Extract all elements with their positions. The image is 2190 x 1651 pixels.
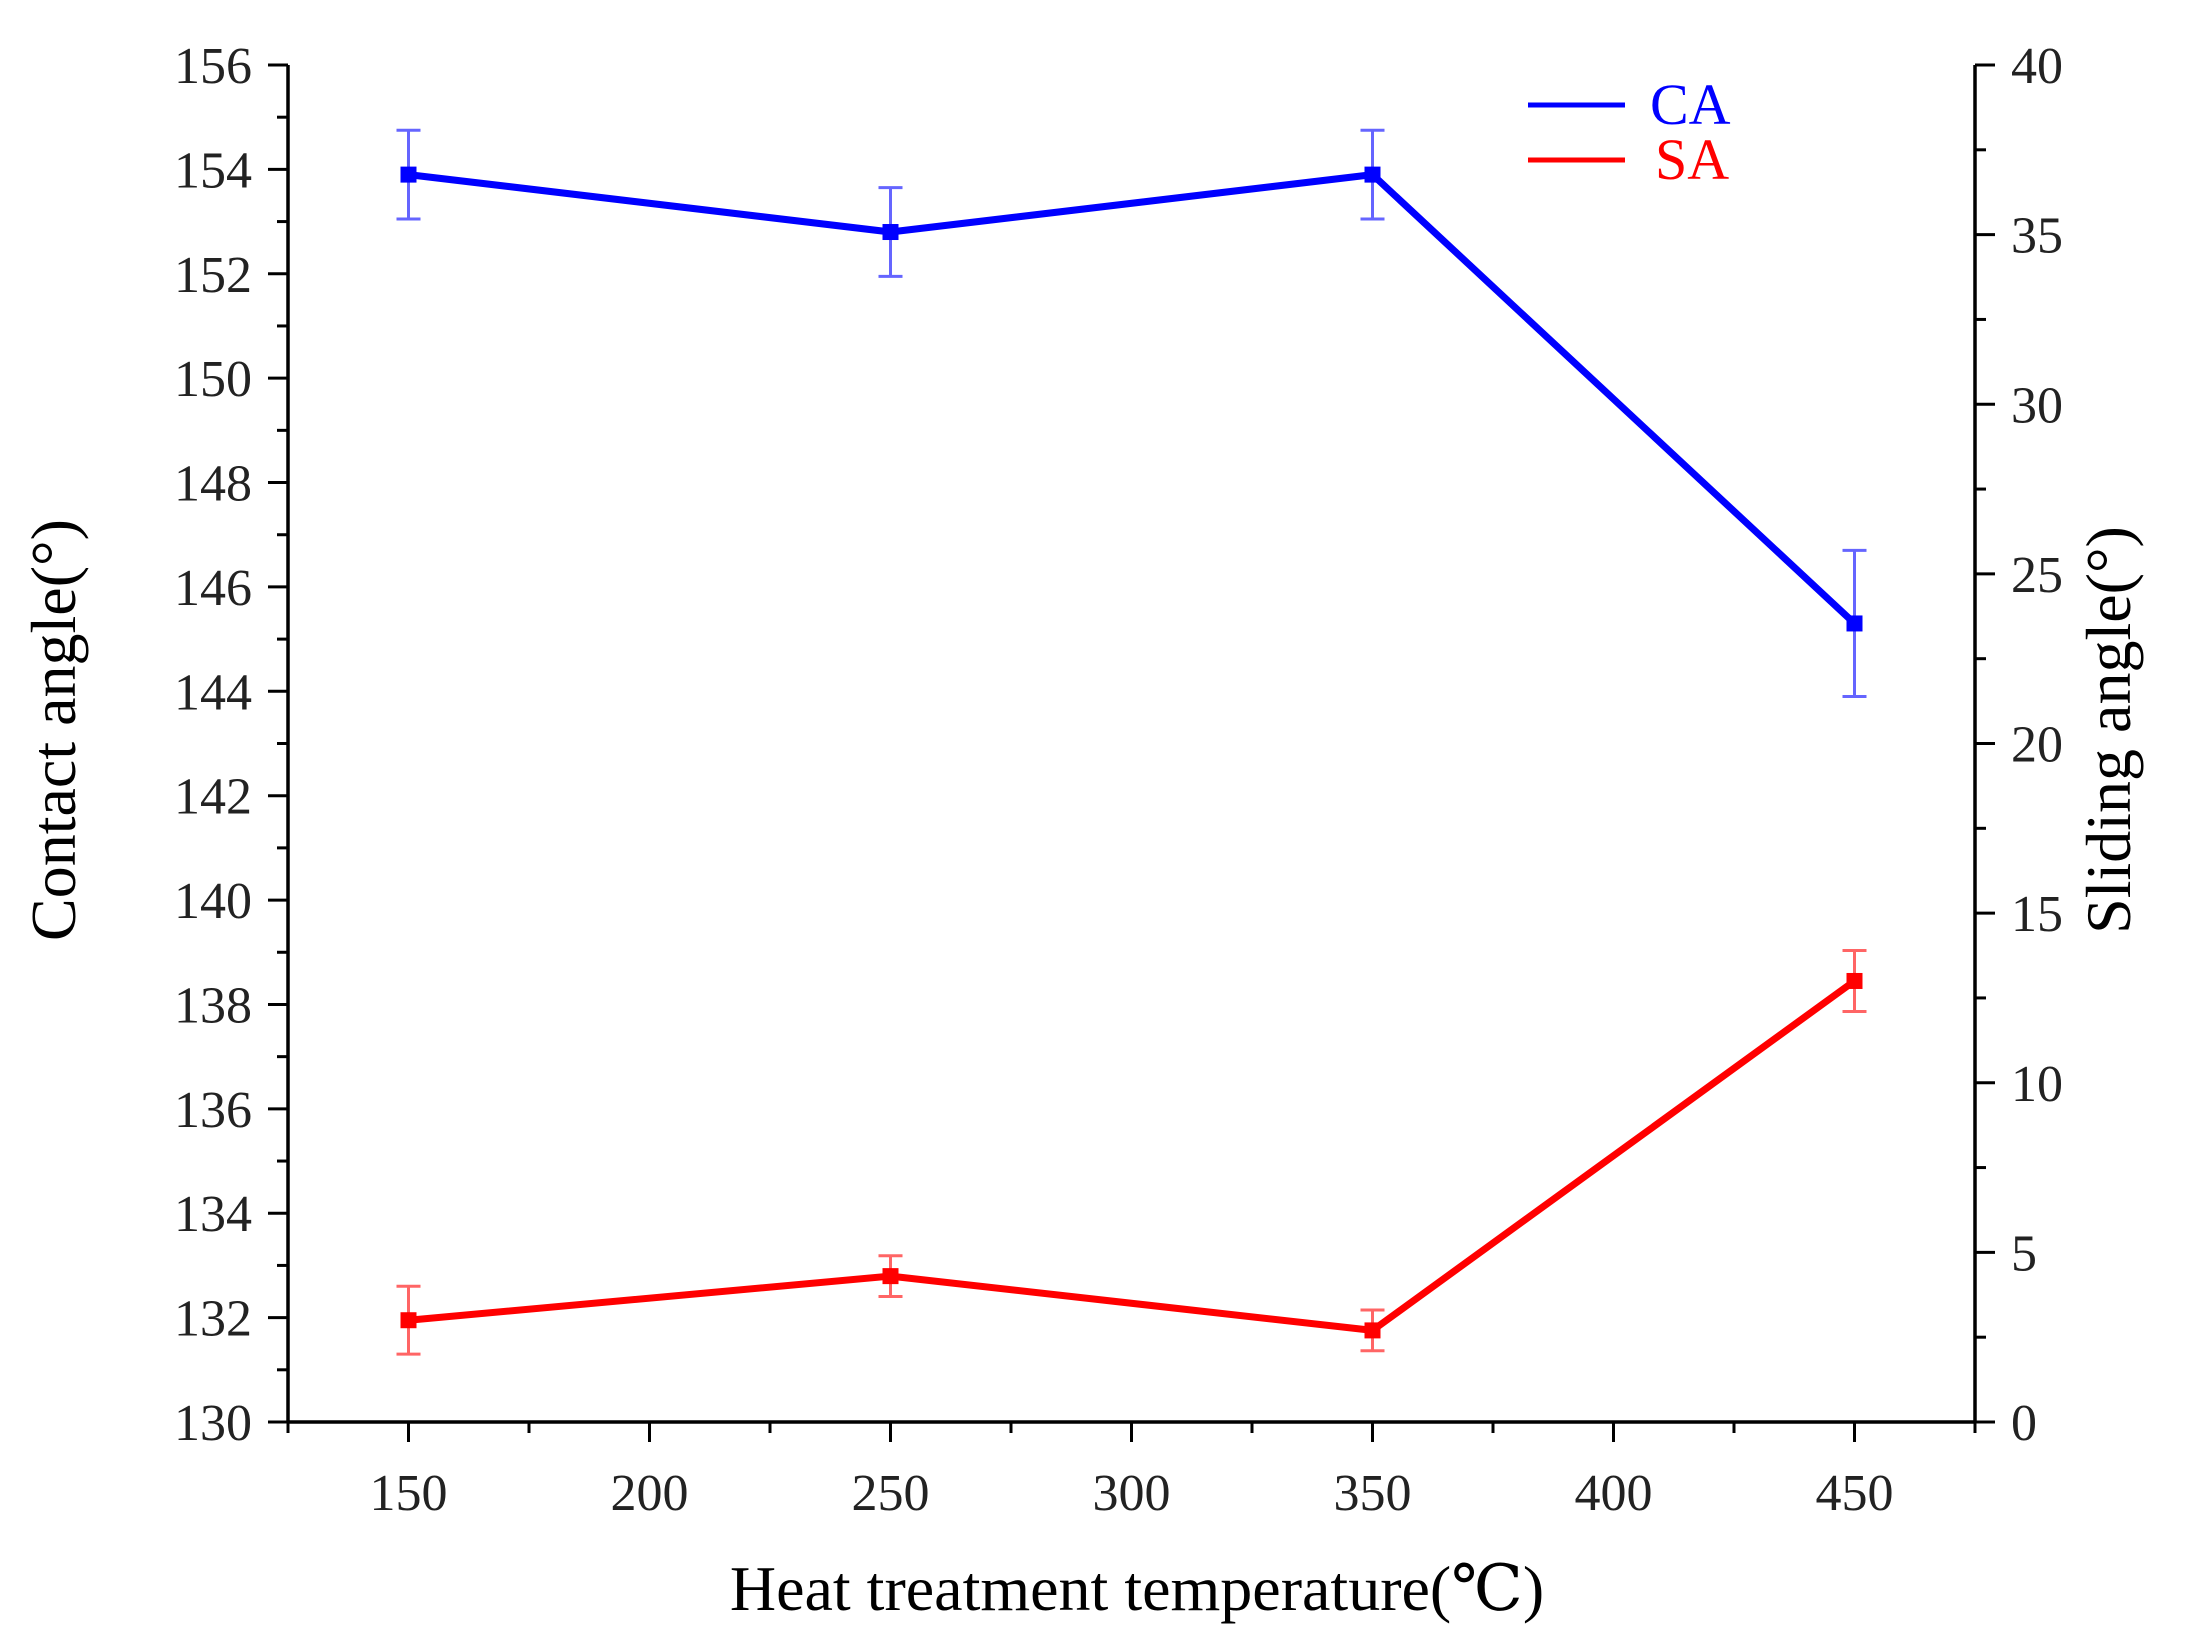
- right-tick-label: 5: [2011, 1225, 2037, 1282]
- data-point-sa: [1846, 972, 1863, 989]
- left-tick-label: 132: [174, 1291, 252, 1348]
- data-point-ca: [1846, 615, 1863, 632]
- series-layer: [396, 128, 1867, 1356]
- right-tick-label: 20: [2011, 717, 2063, 774]
- left-tick-label: 148: [174, 456, 252, 513]
- left-tick-label: 146: [174, 560, 252, 617]
- left-tick-label: 138: [174, 977, 252, 1034]
- series-ca: [396, 128, 1867, 699]
- x-tick-label: 350: [1334, 1465, 1412, 1522]
- left-tick-label: 156: [174, 38, 252, 95]
- series-line-sa: [408, 978, 1857, 1334]
- legend-label-sa: SA: [1655, 127, 1729, 192]
- data-point-ca: [400, 166, 417, 183]
- x-tick-label: 400: [1575, 1465, 1653, 1522]
- data-point-sa: [1364, 1322, 1381, 1339]
- left-axis-title: Contact angle(°): [18, 519, 89, 941]
- data-point-ca: [1364, 166, 1381, 183]
- right-axis-title: Sliding angle(°): [2073, 526, 2144, 934]
- series-line-ca: [408, 171, 1857, 627]
- x-tick-label: 300: [1093, 1465, 1171, 1522]
- left-tick-label: 152: [174, 247, 252, 304]
- left-tick-label: 154: [174, 142, 252, 199]
- right-tick-label: 25: [2011, 547, 2063, 604]
- left-tick-label: 130: [174, 1395, 252, 1452]
- right-tick-label: 0: [2011, 1395, 2037, 1452]
- data-point-sa: [400, 1312, 417, 1329]
- right-tick-label: 10: [2011, 1056, 2063, 1113]
- x-tick-label: 200: [611, 1465, 689, 1522]
- legend-label-ca: CA: [1650, 72, 1731, 137]
- left-tick-label: 140: [174, 873, 252, 930]
- data-point-ca: [882, 224, 899, 241]
- x-axis-title: Heat treatment temperature(℃): [730, 1553, 1544, 1624]
- x-tick-label: 450: [1816, 1465, 1894, 1522]
- axes-layer: 1301321341361381401421441461481501521541…: [174, 38, 2063, 1522]
- left-tick-label: 142: [174, 769, 252, 826]
- x-tick-label: 250: [852, 1465, 930, 1522]
- data-point-sa: [882, 1268, 899, 1285]
- right-tick-label: 35: [2011, 208, 2063, 265]
- x-tick-label: 150: [370, 1465, 448, 1522]
- right-tick-label: 15: [2011, 886, 2063, 943]
- series-sa: [396, 948, 1867, 1356]
- left-tick-label: 150: [174, 351, 252, 408]
- left-tick-label: 136: [174, 1082, 252, 1139]
- left-tick-label: 134: [174, 1186, 252, 1243]
- left-tick-label: 144: [174, 664, 252, 721]
- right-tick-label: 40: [2011, 38, 2063, 95]
- right-tick-label: 30: [2011, 377, 2063, 434]
- legend: CA SA: [1528, 72, 1731, 192]
